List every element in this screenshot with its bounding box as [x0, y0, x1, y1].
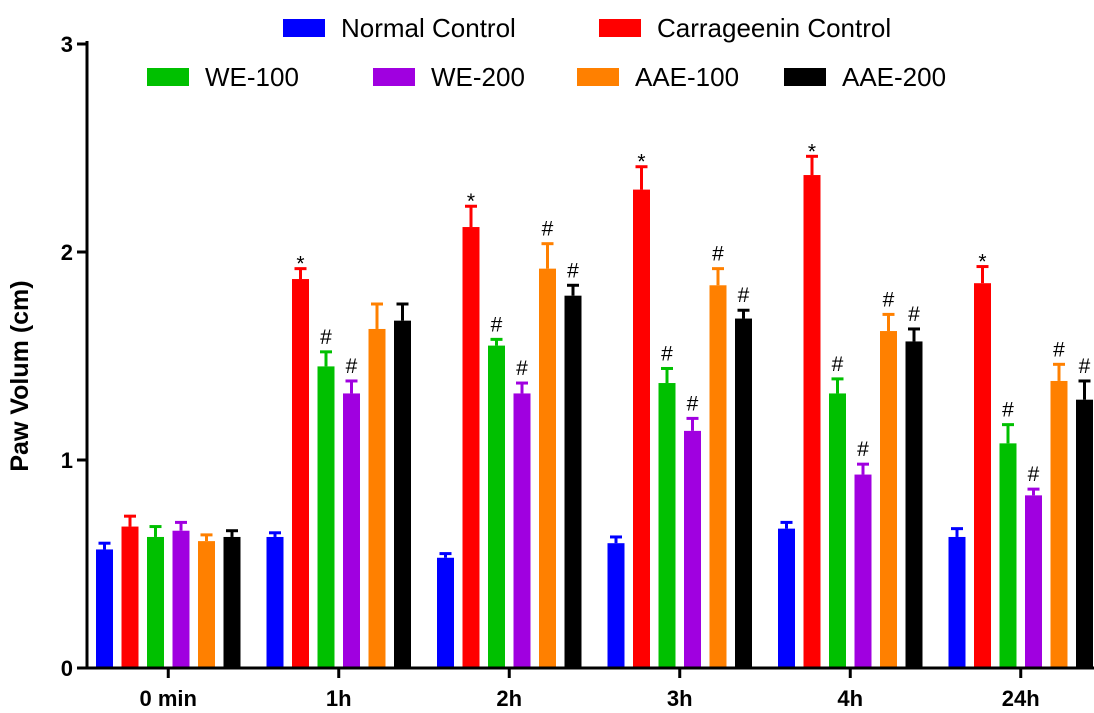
significance-label: # — [738, 284, 750, 307]
significance-label: # — [712, 243, 724, 266]
legend-label-aae-100: AAE-100 — [635, 62, 739, 92]
significance-label: * — [978, 251, 986, 274]
legend-swatch-we-200 — [373, 68, 415, 86]
significance-label: # — [320, 326, 332, 349]
significance-label: # — [661, 342, 673, 365]
y-tick-label: 2 — [61, 240, 73, 265]
legend-swatch-aae-200 — [784, 68, 826, 86]
bar-we-100 — [829, 393, 846, 668]
x-tick-label: 0 min — [140, 686, 197, 711]
significance-label: # — [908, 303, 920, 326]
bar-carrageenin-control — [121, 526, 139, 668]
legend-swatch-normal-control — [283, 19, 325, 37]
y-axis-label: Paw Volum (cm) — [6, 280, 34, 471]
bar-we-200 — [684, 430, 701, 668]
bar-normal-control — [266, 536, 284, 668]
significance-label: # — [687, 392, 699, 415]
bar-aae-200 — [735, 318, 752, 668]
bar-aae-200 — [394, 320, 411, 668]
x-tick-label: 4h — [837, 686, 863, 711]
significance-label: * — [467, 190, 475, 213]
legend-swatch-carrageenin-control — [599, 19, 641, 37]
significance-label: # — [857, 438, 869, 461]
significance-label: # — [567, 259, 579, 282]
significance-label: # — [516, 357, 528, 380]
y-ticks: 0 1 2 3 — [61, 32, 87, 681]
bar-we-200 — [343, 393, 360, 668]
significance-label: # — [491, 313, 503, 336]
bar-aae-200 — [223, 536, 241, 668]
bar-we-200 — [513, 393, 531, 668]
bar-carrageenin-control — [803, 175, 821, 669]
bar-we-100 — [147, 536, 164, 668]
bar-normal-control — [948, 536, 966, 668]
axes — [85, 41, 1094, 670]
x-tick-label: 1h — [326, 686, 352, 711]
bar-aae-100 — [198, 541, 215, 668]
bar-we-100 — [999, 443, 1017, 668]
legend-label-aae-200: AAE-200 — [842, 62, 946, 92]
bar-normal-control — [437, 557, 454, 668]
x-tick-label: 3h — [667, 686, 693, 711]
bar-aae-200 — [905, 341, 923, 668]
significance-label: # — [1002, 399, 1014, 422]
bar-we-100 — [658, 383, 676, 668]
significance-label: * — [637, 151, 645, 174]
bar-we-100 — [317, 366, 335, 668]
bar-carrageenin-control — [462, 227, 480, 669]
x-tick-label: 24h — [1002, 686, 1040, 711]
x-ticks: 0 min 1h 2h 3h 4h 24h — [140, 668, 1040, 711]
bar-aae-100 — [709, 285, 727, 668]
y-tick-label: 0 — [61, 656, 73, 681]
legend-label-we-100: WE-100 — [205, 62, 299, 92]
y-tick-label: 1 — [61, 448, 73, 473]
legend-label-we-200: WE-200 — [431, 62, 525, 92]
significance-label: # — [1028, 463, 1040, 486]
legend: Normal Control Carrageenin Control WE-100 W… — [147, 13, 946, 92]
x-tick-label: 2h — [496, 686, 522, 711]
significance-label: # — [542, 218, 554, 241]
legend-label-normal-control: Normal Control — [341, 13, 516, 43]
legend-swatch-aae-100 — [577, 68, 619, 86]
significance-label: # — [346, 355, 358, 378]
bar-we-200 — [1025, 495, 1042, 668]
bar-normal-control — [607, 543, 625, 668]
significance-label: # — [883, 288, 895, 311]
bar-aae-100 — [368, 328, 386, 668]
significance-label: * — [808, 140, 816, 163]
significance-label: # — [1079, 355, 1091, 378]
bar-aae-200 — [564, 295, 582, 668]
bar-carrageenin-control — [292, 279, 309, 668]
y-tick-label: 3 — [61, 32, 73, 57]
plot-area: * # # * # # # # * # # # # * # # # # * # # # # — [96, 140, 1093, 669]
significance-label: # — [1053, 338, 1065, 361]
bar-aae-200 — [1076, 399, 1093, 668]
legend-swatch-we-100 — [147, 68, 189, 86]
legend-label-carrageenin-control: Carrageenin Control — [657, 13, 891, 43]
bar-we-200 — [854, 474, 872, 668]
bar-we-100 — [488, 345, 505, 668]
bar-aae-100 — [1050, 380, 1068, 668]
bar-aae-100 — [539, 268, 556, 668]
bar-aae-100 — [880, 331, 897, 668]
bar-normal-control — [778, 528, 795, 668]
bar-normal-control — [96, 549, 113, 668]
bar-carrageenin-control — [633, 189, 650, 668]
bar-carrageenin-control — [974, 283, 991, 668]
bar-we-200 — [172, 530, 190, 668]
significance-label: # — [832, 353, 844, 376]
significance-label: * — [296, 253, 304, 276]
